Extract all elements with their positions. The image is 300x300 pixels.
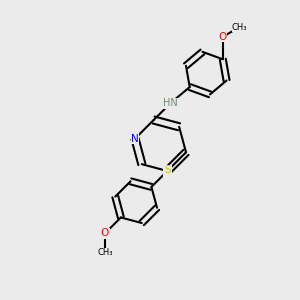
- Text: CH₃: CH₃: [97, 248, 113, 257]
- Text: N: N: [164, 166, 171, 176]
- Text: S: S: [165, 165, 171, 176]
- Text: CH₃: CH₃: [232, 22, 248, 32]
- Text: N: N: [131, 134, 139, 144]
- Text: O: O: [219, 32, 227, 42]
- Text: O: O: [101, 228, 109, 239]
- Text: HN: HN: [163, 98, 178, 108]
